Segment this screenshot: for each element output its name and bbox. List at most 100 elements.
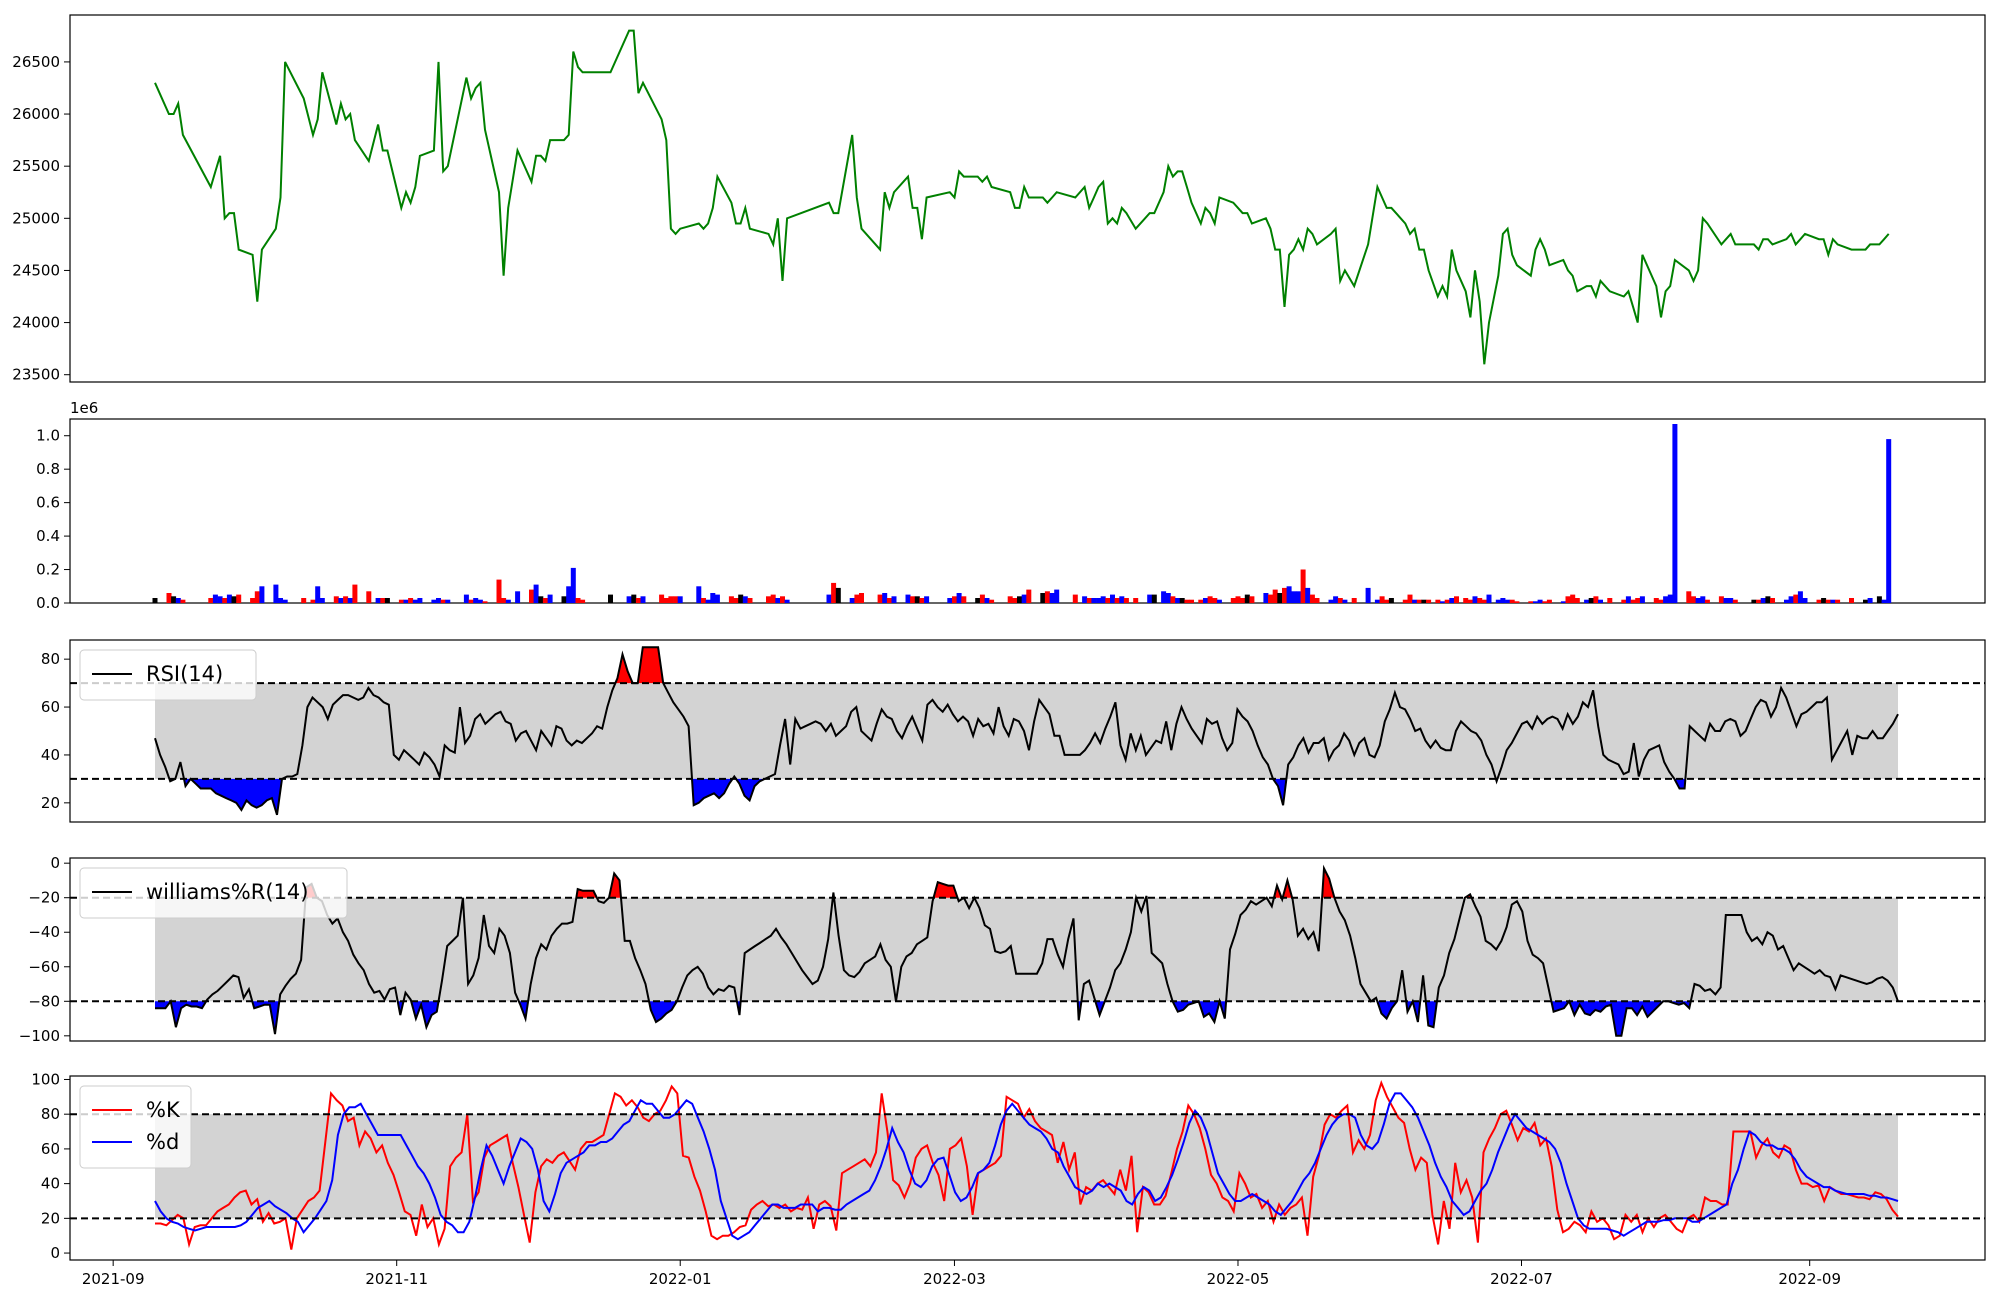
rsi-legend <box>79 649 257 701</box>
rsi-extreme-fill <box>637 647 664 684</box>
volume-bar <box>677 596 683 603</box>
volume-bar <box>463 594 469 603</box>
volume-bar <box>217 596 223 603</box>
rsi-extreme-fill <box>190 778 282 815</box>
volume-bar <box>1100 596 1106 603</box>
volume-bar <box>1695 598 1701 603</box>
volume-bar <box>1444 599 1450 603</box>
volume-bar <box>1546 599 1552 603</box>
volume-bar <box>1305 587 1311 603</box>
volume-bar <box>1593 596 1599 603</box>
volume-bar <box>333 596 339 603</box>
volume-bar <box>1263 593 1269 603</box>
volume-bar <box>1165 593 1171 603</box>
volume-bar <box>1639 596 1645 603</box>
volume-bar <box>1788 596 1794 603</box>
volume-bar <box>338 598 344 603</box>
volume-bar <box>1412 599 1418 603</box>
volume-bar <box>384 598 390 603</box>
volume-bar <box>431 599 437 603</box>
volume-bar <box>1175 598 1181 603</box>
volume-bar <box>1584 599 1590 603</box>
volume-bar <box>1203 598 1208 603</box>
volume-bar <box>1272 589 1278 603</box>
volume-bar <box>1179 598 1185 603</box>
volume-bar <box>1704 599 1710 603</box>
volume-bar <box>984 598 990 603</box>
volume-bar <box>1189 599 1194 603</box>
volume-panel: 0.0 0.2 0.4 0.6 0.8 1.0 1e6 <box>36 399 1986 612</box>
volume-bar <box>1072 594 1078 603</box>
volume-bar <box>473 598 479 603</box>
volume-bar <box>747 598 753 603</box>
price-line <box>154 29 1890 365</box>
volume-bar <box>436 598 441 603</box>
williams-extreme-fill <box>1377 1001 1397 1019</box>
volume-bar <box>1133 598 1139 603</box>
volume-bar <box>989 599 995 603</box>
volume-bar <box>171 596 177 603</box>
volume-bar <box>1505 599 1511 603</box>
volume-bar <box>259 586 265 603</box>
volume-bar <box>445 599 451 603</box>
volume-bar <box>319 598 325 603</box>
panel-frame <box>69 639 1986 823</box>
volume-bar <box>1012 598 1018 603</box>
y-tick-label: 1.0 <box>36 427 60 445</box>
volume-bar <box>482 601 488 603</box>
volume-bar <box>1407 594 1413 603</box>
volume-bar <box>1533 601 1538 603</box>
volume-bar <box>1184 599 1190 603</box>
volume-bar <box>1365 587 1371 603</box>
y-tick-label: −20 <box>28 889 60 907</box>
y-tick-label: 100 <box>31 1070 60 1088</box>
volume-bar <box>1635 598 1641 603</box>
williams-extreme-fill <box>411 1001 439 1028</box>
stochastic-line <box>154 1092 1899 1241</box>
volume-bar <box>1384 599 1390 603</box>
volume-bar <box>1770 598 1775 603</box>
volume-bar <box>152 598 158 603</box>
volume-bar <box>742 596 748 603</box>
volume-bar <box>696 586 702 603</box>
williams-extreme-fill <box>1551 1001 1570 1012</box>
volume-bar <box>1825 599 1831 603</box>
volume-bar <box>728 596 734 603</box>
volume-bar <box>714 594 720 603</box>
volume-bar <box>626 596 632 603</box>
volume-bar <box>347 598 353 603</box>
volume-bar <box>1481 599 1487 603</box>
volume-bar <box>877 594 883 603</box>
volume-bar <box>831 582 837 603</box>
y-tick-label: 0.2 <box>36 561 60 579</box>
volume-offset-label: 1e6 <box>70 399 98 417</box>
volume-bar <box>891 596 897 603</box>
volume-bar <box>417 598 423 603</box>
volume-bar <box>1797 591 1803 603</box>
volume-bar <box>1495 599 1501 603</box>
stochastic-panel: 0 20 40 60 80 100 %K %d <box>31 1070 1986 1262</box>
volume-bar <box>1472 596 1478 603</box>
williams-line <box>155 864 1899 1037</box>
volume-bar <box>1198 599 1204 603</box>
volume-bar <box>236 594 242 603</box>
volume-bar <box>352 584 358 603</box>
volume-bar <box>659 594 665 603</box>
volume-bar <box>440 599 446 603</box>
x-tick-label: 2022-09 <box>1778 1270 1841 1288</box>
y-tick-label: 20 <box>41 794 60 812</box>
williams-panel: 0 −20 −40 −60 −80 −100 williams%R(14) <box>19 854 1986 1045</box>
volume-bar <box>1467 599 1473 603</box>
volume-bar <box>1528 601 1534 603</box>
volume-bar <box>380 598 386 603</box>
panel-frame <box>69 418 1986 604</box>
volume-bar <box>668 596 674 603</box>
volume-bar <box>1268 594 1273 603</box>
volume-bar <box>343 596 349 603</box>
volume-bar <box>924 596 930 603</box>
volume-bar <box>1147 594 1153 603</box>
volume-bar <box>1588 598 1594 603</box>
volume-bar <box>663 598 669 603</box>
volume-bar <box>1161 591 1167 603</box>
